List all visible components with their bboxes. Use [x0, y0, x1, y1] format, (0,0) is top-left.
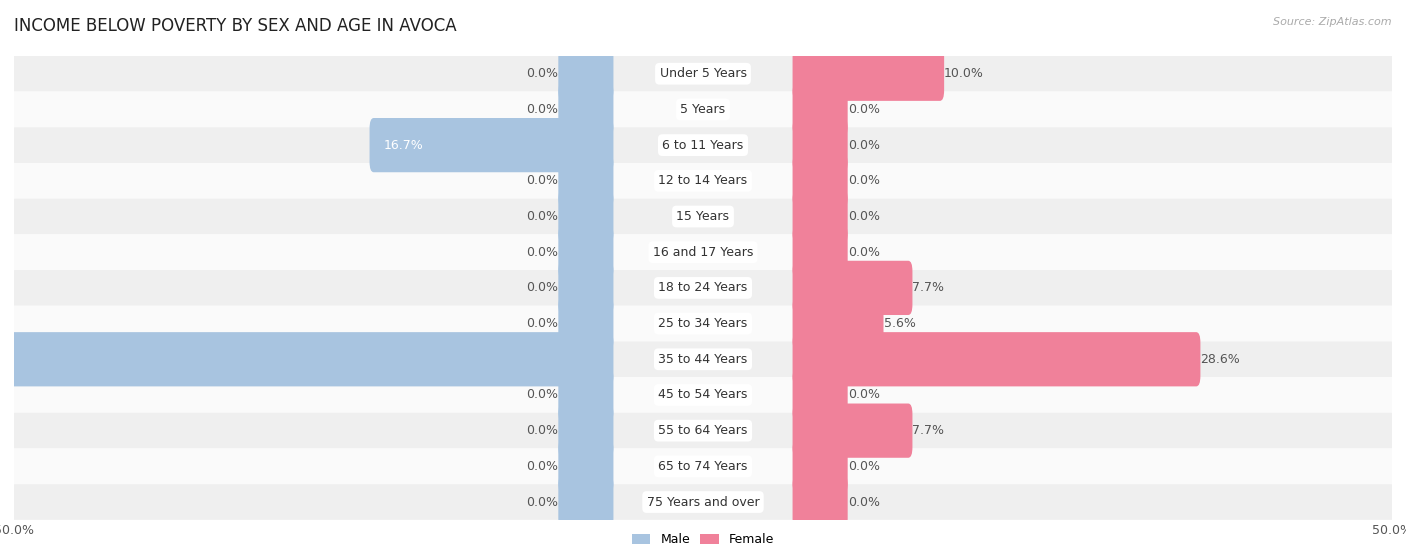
FancyBboxPatch shape — [558, 296, 613, 350]
Text: 6 to 11 Years: 6 to 11 Years — [662, 139, 744, 151]
FancyBboxPatch shape — [14, 413, 1392, 448]
FancyBboxPatch shape — [14, 163, 1392, 198]
FancyBboxPatch shape — [14, 306, 1392, 342]
FancyBboxPatch shape — [793, 118, 848, 172]
FancyBboxPatch shape — [793, 46, 945, 101]
FancyBboxPatch shape — [14, 448, 1392, 484]
Text: 0.0%: 0.0% — [526, 317, 558, 330]
FancyBboxPatch shape — [793, 260, 912, 315]
Text: 45 to 54 Years: 45 to 54 Years — [658, 389, 748, 401]
Text: 16 and 17 Years: 16 and 17 Years — [652, 246, 754, 259]
Text: 15 Years: 15 Years — [676, 210, 730, 223]
Text: 0.0%: 0.0% — [848, 460, 880, 473]
Text: 5 Years: 5 Years — [681, 103, 725, 116]
FancyBboxPatch shape — [793, 404, 912, 458]
Text: 16.7%: 16.7% — [384, 139, 423, 151]
FancyBboxPatch shape — [370, 118, 613, 172]
FancyBboxPatch shape — [558, 368, 613, 422]
FancyBboxPatch shape — [558, 475, 613, 529]
Text: 0.0%: 0.0% — [526, 424, 558, 437]
Text: 75 Years and over: 75 Years and over — [647, 495, 759, 509]
FancyBboxPatch shape — [558, 82, 613, 136]
FancyBboxPatch shape — [793, 154, 848, 208]
Text: 10.0%: 10.0% — [945, 67, 984, 80]
Text: 0.0%: 0.0% — [526, 460, 558, 473]
FancyBboxPatch shape — [793, 439, 848, 494]
Text: 0.0%: 0.0% — [526, 281, 558, 295]
Text: 55 to 64 Years: 55 to 64 Years — [658, 424, 748, 437]
FancyBboxPatch shape — [793, 475, 848, 529]
Text: 0.0%: 0.0% — [848, 246, 880, 259]
FancyBboxPatch shape — [793, 82, 848, 136]
FancyBboxPatch shape — [793, 368, 848, 422]
FancyBboxPatch shape — [558, 260, 613, 315]
FancyBboxPatch shape — [793, 296, 883, 350]
Text: 0.0%: 0.0% — [526, 67, 558, 80]
Text: Source: ZipAtlas.com: Source: ZipAtlas.com — [1274, 17, 1392, 27]
Text: 0.0%: 0.0% — [526, 103, 558, 116]
FancyBboxPatch shape — [14, 484, 1392, 520]
Text: 65 to 74 Years: 65 to 74 Years — [658, 460, 748, 473]
Text: 0.0%: 0.0% — [848, 210, 880, 223]
Text: 0.0%: 0.0% — [526, 210, 558, 223]
Text: 35 to 44 Years: 35 to 44 Years — [658, 353, 748, 366]
Text: 0.0%: 0.0% — [526, 389, 558, 401]
FancyBboxPatch shape — [14, 56, 1392, 92]
Text: 0.0%: 0.0% — [848, 389, 880, 401]
Text: 0.0%: 0.0% — [848, 103, 880, 116]
FancyBboxPatch shape — [14, 377, 1392, 413]
Text: 0.0%: 0.0% — [848, 174, 880, 187]
Legend: Male, Female: Male, Female — [631, 533, 775, 546]
FancyBboxPatch shape — [14, 92, 1392, 127]
Text: Under 5 Years: Under 5 Years — [659, 67, 747, 80]
Text: 0.0%: 0.0% — [848, 139, 880, 151]
FancyBboxPatch shape — [14, 270, 1392, 306]
Text: 5.6%: 5.6% — [883, 317, 915, 330]
FancyBboxPatch shape — [14, 127, 1392, 163]
Text: 0.0%: 0.0% — [526, 246, 558, 259]
Text: INCOME BELOW POVERTY BY SEX AND AGE IN AVOCA: INCOME BELOW POVERTY BY SEX AND AGE IN A… — [14, 17, 457, 35]
FancyBboxPatch shape — [558, 190, 613, 244]
FancyBboxPatch shape — [793, 190, 848, 244]
FancyBboxPatch shape — [558, 46, 613, 101]
Text: 0.0%: 0.0% — [526, 495, 558, 509]
FancyBboxPatch shape — [793, 332, 1201, 386]
Text: 7.7%: 7.7% — [912, 424, 945, 437]
Text: 7.7%: 7.7% — [912, 281, 945, 295]
FancyBboxPatch shape — [793, 225, 848, 280]
Text: 18 to 24 Years: 18 to 24 Years — [658, 281, 748, 295]
FancyBboxPatch shape — [14, 234, 1392, 270]
Text: 25 to 34 Years: 25 to 34 Years — [658, 317, 748, 330]
FancyBboxPatch shape — [558, 404, 613, 458]
Text: 12 to 14 Years: 12 to 14 Years — [658, 174, 748, 187]
FancyBboxPatch shape — [558, 439, 613, 494]
Text: 0.0%: 0.0% — [848, 495, 880, 509]
FancyBboxPatch shape — [0, 332, 613, 386]
FancyBboxPatch shape — [558, 154, 613, 208]
FancyBboxPatch shape — [14, 198, 1392, 234]
Text: 0.0%: 0.0% — [526, 174, 558, 187]
FancyBboxPatch shape — [558, 225, 613, 280]
Text: 28.6%: 28.6% — [1201, 353, 1240, 366]
FancyBboxPatch shape — [14, 342, 1392, 377]
